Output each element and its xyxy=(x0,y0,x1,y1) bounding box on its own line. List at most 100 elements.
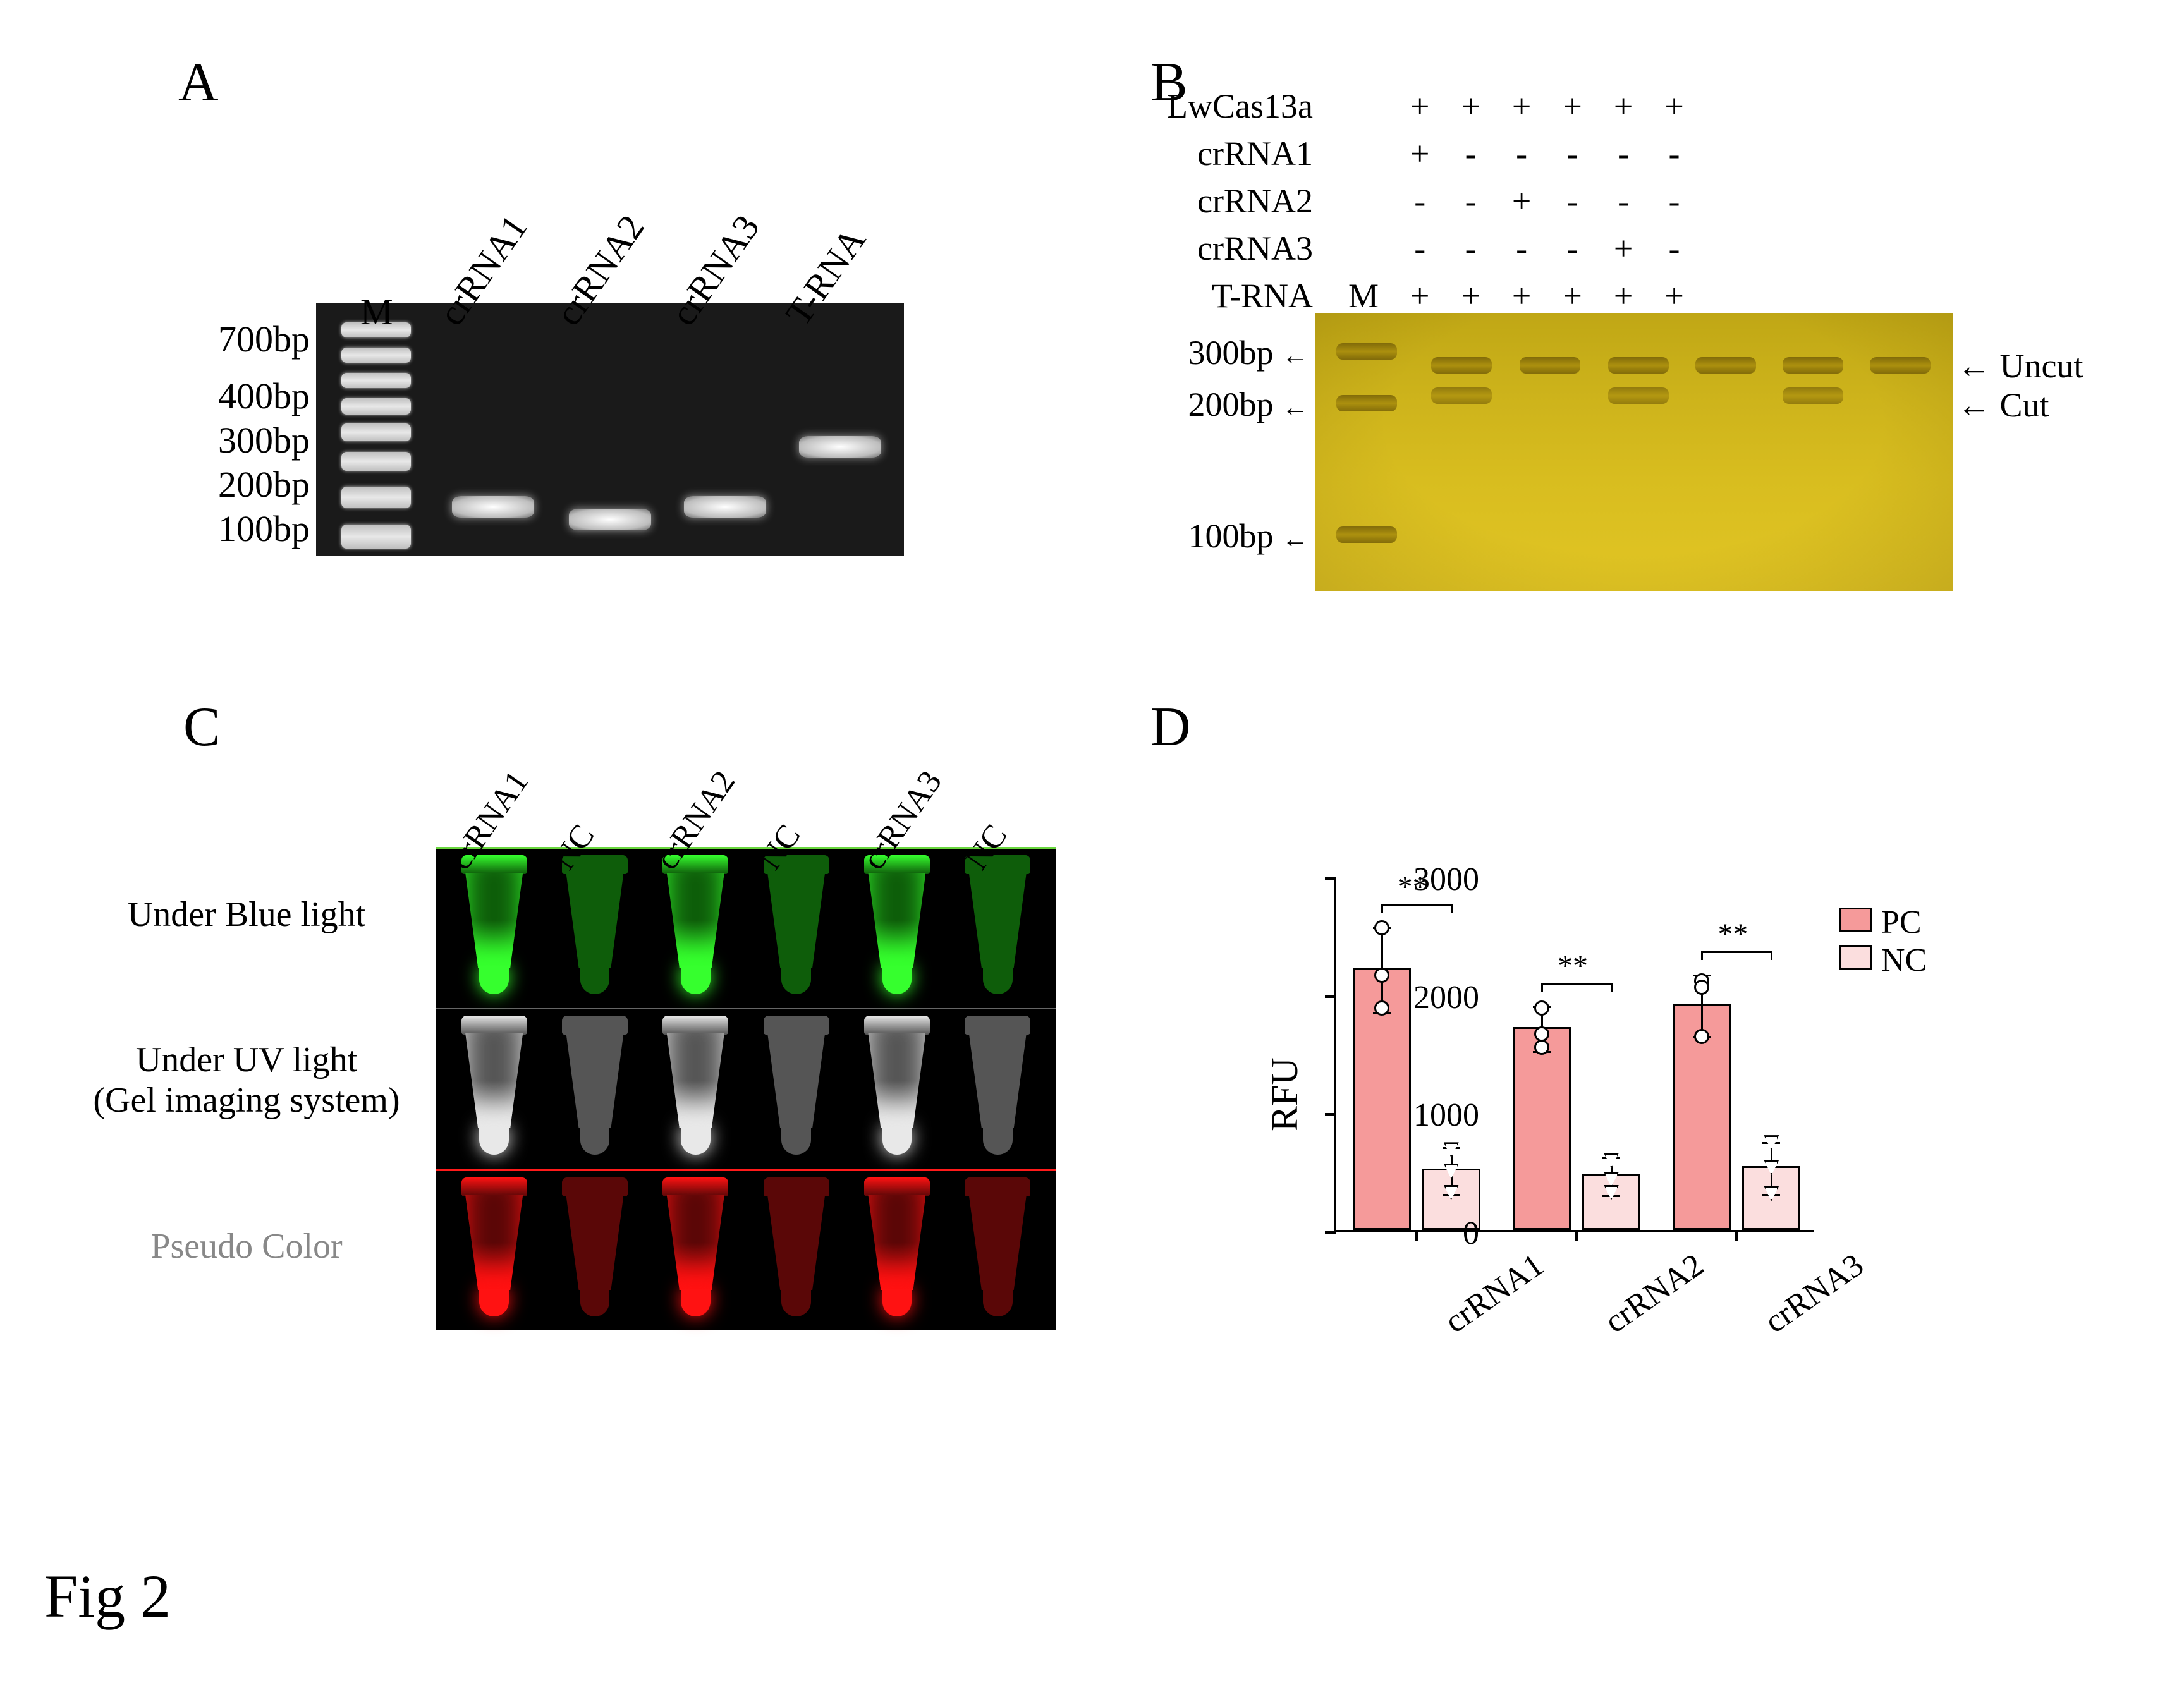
chartD-ytick-label: 3000 xyxy=(1340,861,1479,898)
panelB-cell: + xyxy=(1547,83,1597,130)
panelB-cell: - xyxy=(1649,131,1699,177)
panelB-cell: - xyxy=(1599,131,1648,177)
gelB-lane xyxy=(1601,313,1676,591)
gelB-band-uncut xyxy=(1783,357,1843,374)
gelB-band-uncut xyxy=(1520,357,1580,374)
panelB-cell: + xyxy=(1599,226,1648,272)
panelB-cell: - xyxy=(1547,178,1597,224)
tube xyxy=(654,855,736,1000)
legend-label-nc: NC xyxy=(1881,942,1927,979)
bar-chart-D: ****** RFU 0100020003000 PC NC crRNA1crR… xyxy=(1252,860,1884,1321)
chartD-datapoint xyxy=(1534,1000,1549,1016)
label-cut: ← Cut xyxy=(1957,386,2049,425)
gelA-ladder-band xyxy=(341,452,411,471)
panelB-cell: - xyxy=(1599,178,1648,224)
gelB-lane xyxy=(1775,313,1851,591)
gelA-band xyxy=(452,496,534,518)
tube xyxy=(654,1016,736,1161)
gelB-lane xyxy=(1512,313,1588,591)
gelB-size-label: 300bp ← xyxy=(1182,333,1309,372)
panelB-cell: - xyxy=(1446,226,1495,272)
label-uncut: ← Uncut xyxy=(1957,346,2083,386)
panelB-cell: - xyxy=(1547,131,1597,177)
gelB-band-uncut xyxy=(1431,357,1492,374)
gelA-ladder-band xyxy=(341,487,411,508)
panelB-cell: + xyxy=(1497,83,1546,130)
chartD-x-label: crRNA1 xyxy=(1438,1246,1551,1340)
gelB-band-uncut xyxy=(1870,357,1931,374)
tube-row xyxy=(436,1169,1056,1330)
panelB-cell: - xyxy=(1649,226,1699,272)
panelB-M-label: M xyxy=(1333,273,1394,319)
panelC-row-label: Under Blue light xyxy=(70,894,424,935)
chartD-y-axis-label: RFU xyxy=(1263,1057,1307,1131)
gelB-ladder-band xyxy=(1336,395,1397,411)
figure-label: Fig 2 xyxy=(44,1561,171,1631)
panelB-rowlabel: crRNA1 xyxy=(1152,131,1332,177)
gelA-size-label: 400bp xyxy=(196,378,310,415)
panelB-cell: + xyxy=(1446,83,1495,130)
gelA-ladder-band xyxy=(341,398,411,415)
tube xyxy=(956,855,1039,1000)
panelB-rowlabel: crRNA2 xyxy=(1152,178,1332,224)
gelB-size-label: 100bp ← xyxy=(1182,516,1309,556)
panelB-rowlabel: crRNA3 xyxy=(1152,226,1332,272)
legend-swatch-nc xyxy=(1839,945,1872,970)
tube xyxy=(554,855,636,1000)
tube xyxy=(554,1177,636,1323)
chartD-significance: ** xyxy=(1717,917,1748,952)
tube xyxy=(453,1016,535,1161)
tube xyxy=(755,855,838,1000)
chartD-x-label: crRNA2 xyxy=(1598,1246,1711,1340)
panelB-cell: - xyxy=(1497,226,1546,272)
panelB-cell: + xyxy=(1649,83,1699,130)
gelB-size-label: 200bp ← xyxy=(1182,385,1309,424)
chartD-datapoint xyxy=(1604,1153,1619,1168)
chartD-significance: ** xyxy=(1558,949,1588,983)
chartD-ytick-label: 0 xyxy=(1340,1215,1479,1252)
gelA-ladder-band xyxy=(341,348,411,363)
chartD-bar-pc xyxy=(1513,1027,1571,1230)
tube xyxy=(956,1016,1039,1161)
panelB-cell: - xyxy=(1395,178,1444,224)
panelB-cell: - xyxy=(1446,131,1495,177)
gelA-lane xyxy=(439,303,547,556)
gelA-lane xyxy=(786,303,894,556)
panelB-cell: + xyxy=(1547,273,1597,319)
gelB-band-uncut xyxy=(1695,357,1756,374)
panelB-cell: - xyxy=(1446,178,1495,224)
gelB-ladder-band xyxy=(1336,343,1397,360)
gelB-band-uncut xyxy=(1608,357,1669,374)
gelA-size-label: 700bp xyxy=(196,321,310,358)
panel-label-C: C xyxy=(183,695,221,759)
tube xyxy=(856,855,938,1000)
gelA-lane xyxy=(556,303,664,556)
panelB-cell: - xyxy=(1497,131,1546,177)
tube-image-C xyxy=(436,847,1056,1330)
legend-label-pc: PC xyxy=(1881,904,1922,941)
tube xyxy=(453,855,535,1000)
chartD-ytick-label: 1000 xyxy=(1340,1097,1479,1134)
gelB-lane xyxy=(1862,313,1938,591)
tube xyxy=(755,1016,838,1161)
gelB-band-cut xyxy=(1608,387,1669,404)
chartD-datapoint xyxy=(1534,1040,1549,1055)
gelA-M-label: M xyxy=(360,291,393,333)
gelA-size-label: 100bp xyxy=(196,511,310,547)
tube-row xyxy=(436,1008,1056,1169)
panelB-cell: - xyxy=(1395,226,1444,272)
tube-row xyxy=(436,847,1056,1008)
panelB-cell: - xyxy=(1649,178,1699,224)
gelB-lane xyxy=(1424,313,1499,591)
gelA-ladder-band xyxy=(341,423,411,441)
tube xyxy=(453,1177,535,1323)
gelB-band-cut xyxy=(1431,387,1492,404)
gelA-band xyxy=(569,509,650,530)
chartD-datapoint xyxy=(1374,920,1389,935)
panelB-cell: + xyxy=(1497,273,1546,319)
gelB-band-cut xyxy=(1783,387,1843,404)
panel-label-D: D xyxy=(1150,695,1191,759)
panelB-cell: - xyxy=(1547,226,1597,272)
chartD-datapoint xyxy=(1444,1142,1459,1157)
tube xyxy=(856,1016,938,1161)
